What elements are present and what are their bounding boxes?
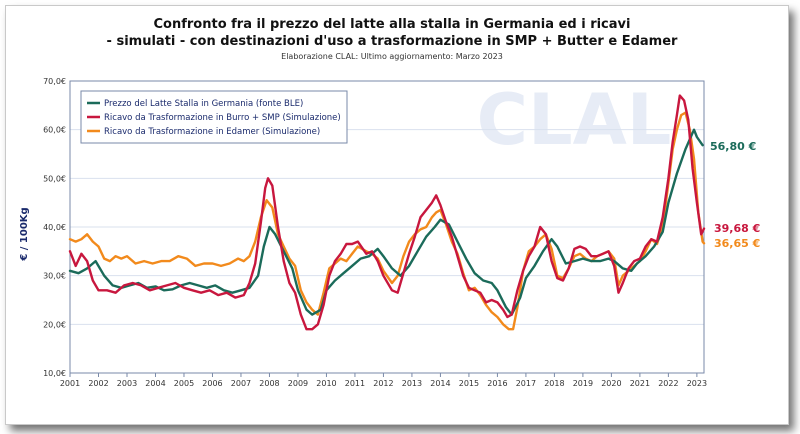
- x-tick-label: 2017: [516, 379, 536, 388]
- y-tick-label: 20,0€: [43, 320, 66, 329]
- y-axis-label: € / 100Kg: [19, 207, 30, 261]
- x-tick-label: 2012: [373, 379, 393, 388]
- series-layer: [68, 94, 706, 331]
- x-tick-label: 2007: [231, 379, 251, 388]
- legend-label-germany: Prezzo del Latte Stalla in Germania (fon…: [104, 99, 303, 109]
- x-tick-label: 2015: [459, 379, 479, 388]
- legend-label-edamer: Ricavo da Trasformazione in Edamer (Simu…: [104, 127, 320, 137]
- chart-subtitle: Elaborazione CLAL: Ultimo aggiornamento:…: [281, 52, 503, 61]
- y-tick-label: 30,0€: [43, 272, 66, 281]
- x-tick-label: 2013: [402, 379, 422, 388]
- x-tick-label: 2020: [601, 379, 621, 388]
- x-tick-layer: 2001 2002 2003 2004 2005 2006 2007 2008 2009 2010…: [60, 373, 707, 388]
- chart-title-line-1: Confronto fra il prezzo del latte alla s…: [154, 17, 631, 32]
- x-tick-label: 2011: [345, 379, 365, 388]
- chart-svg: CLAL Confronto fra il prezzo del latte a…: [19, 17, 760, 388]
- chart-frame: CLAL Confronto fra il prezzo del latte a…: [5, 5, 789, 425]
- x-tick-label: 2023: [687, 379, 707, 388]
- end-value-butter-smp: 39,68 €: [714, 222, 760, 235]
- x-tick-label: 2022: [658, 379, 678, 388]
- chart-title-line-2: - simulati - con destinazioni d'uso a tr…: [107, 34, 678, 49]
- x-tick-label: 2006: [202, 379, 222, 388]
- x-tick-label: 2018: [544, 379, 564, 388]
- x-tick-label: 2014: [430, 379, 450, 388]
- x-tick-label: 2005: [174, 379, 194, 388]
- x-tick-label: 2001: [60, 379, 80, 388]
- y-tick-label: 40,0€: [43, 223, 66, 232]
- legend-label-butter-smp: Ricavo da Trasformazione in Burro + SMP …: [104, 113, 341, 123]
- x-tick-label: 2021: [630, 379, 650, 388]
- x-tick-label: 2008: [259, 379, 279, 388]
- series-line-butter-smp: [68, 94, 706, 331]
- series-line-germany: [68, 128, 704, 316]
- x-tick-label: 2016: [487, 379, 507, 388]
- x-tick-label: 2009: [288, 379, 308, 388]
- x-tick-label: 2003: [117, 379, 137, 388]
- y-tick-label: 10,0€: [43, 369, 66, 378]
- plot-border: [69, 80, 705, 374]
- y-tick-label: 50,0€: [43, 174, 66, 183]
- y-tick-label: 70,0€: [43, 77, 66, 86]
- x-tick-label: 2004: [145, 379, 165, 388]
- x-tick-label: 2002: [88, 379, 108, 388]
- clal-watermark: CLAL: [477, 79, 672, 161]
- x-tick-label: 2019: [573, 379, 593, 388]
- legend-box: [80, 90, 348, 144]
- end-value-edamer: 36,65 €: [714, 237, 760, 250]
- end-value-germany: 56,80 €: [710, 140, 756, 153]
- x-tick-label: 2010: [316, 379, 336, 388]
- legend: Prezzo del Latte Stalla in Germania (fon…: [80, 90, 348, 144]
- y-tick-label: 60,0€: [43, 126, 66, 135]
- y-tick-layer: 10,0€ 20,0€ 30,0€ 40,0€ 50,0€ 60,0€ 70,0€: [43, 77, 66, 378]
